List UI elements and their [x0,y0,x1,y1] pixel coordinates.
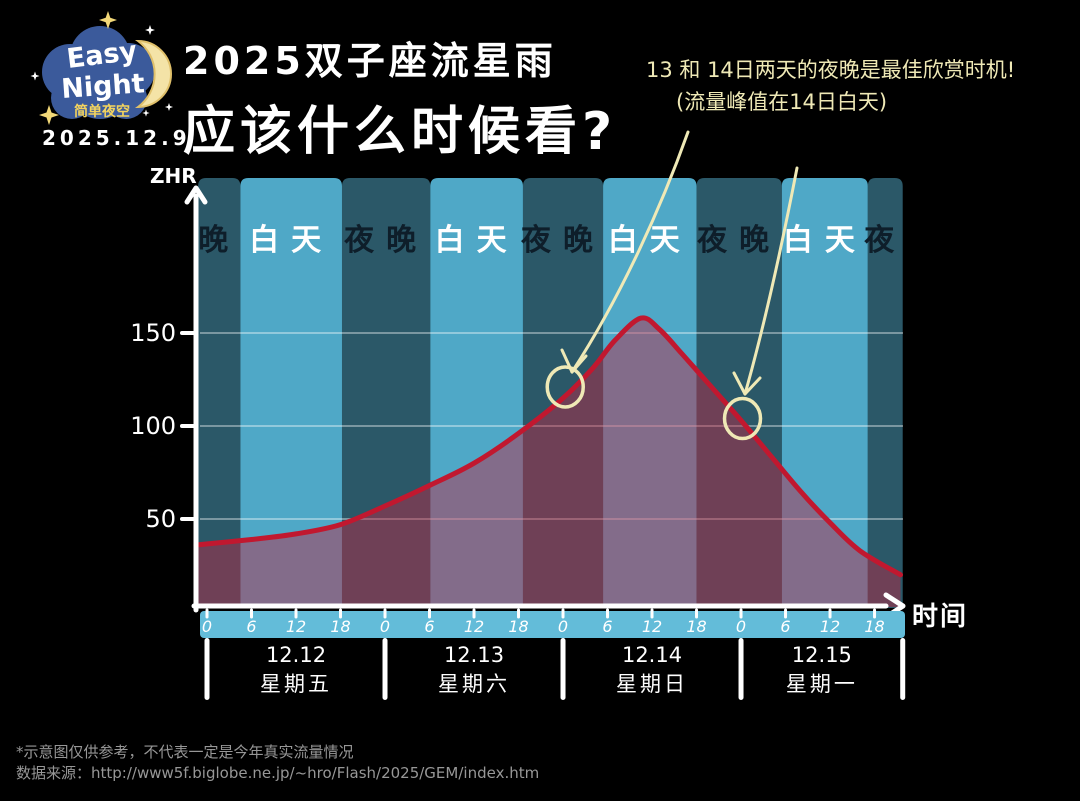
x-tick-label: 6 [780,617,790,636]
footer: *示意图仅供参考，不代表一定是今年真实流量情况 数据来源：http://www5… [16,742,539,784]
poster-date: 2025.12.9 [42,126,191,150]
footer-data-source: 数据来源：http://www5f.biglobe.ne.jp/~hro/Fla… [16,764,540,782]
weekday-label: 星期五 [260,672,332,696]
x-tick-label: 18 [330,617,350,636]
band-label: 夜晚 [343,223,428,258]
x-tick-label: 0 [380,617,390,636]
band-day [781,178,868,608]
x-tick-label: 18 [508,617,528,636]
band-night [867,178,903,608]
band-night [198,178,241,608]
star-icon [164,102,174,112]
star-icon [145,25,155,35]
logo-cloud [42,26,155,119]
x-tick-label: 12 [820,617,840,636]
callout-arrow [570,130,690,374]
band-day [240,178,342,608]
title-block: 2025双子座流星雨 应该什么时候看? [183,30,617,164]
band-night [341,178,431,608]
date-label: 12.15 [792,643,852,667]
zhr-curve [193,315,903,578]
callout-arrowhead [560,348,588,374]
day-divider [900,638,906,700]
highlight-circle [722,396,763,441]
footer-disclaimer: *示意图仅供参考，不代表一定是今年真实流量情况 [16,743,354,761]
band-night [522,178,604,608]
star-icon [30,71,40,81]
day-divider [204,638,210,700]
logo-brand-line2: Night [60,68,145,105]
y-axis-arrow [184,185,208,205]
x-tick-label: 12 [464,617,484,636]
band-label: 夜晚 [520,223,605,258]
y-tick-label: 150 [130,319,176,347]
highlight-circle [545,365,585,409]
logo-brand-subtitle: 简单夜空 [74,103,130,120]
callout-arrowhead [732,371,762,396]
y-axis-label: ZHR [150,164,197,188]
callout-line1: 13 和 14日两天的夜晚是最佳欣赏时机! [646,58,1016,82]
x-tick-label: 0 [736,617,746,636]
band-label: 夜晚 [696,223,781,258]
logo-stars [30,11,174,125]
moon-icon [134,39,172,109]
y-tick-label: 50 [145,505,176,533]
callout-line2: (流量峰值在14日白天) [676,89,888,114]
x-tick-label: 0 [558,617,568,636]
time-strip [200,611,905,638]
best-time-callout: 13 和 14日两天的夜晚是最佳欣赏时机! (流量峰值在14日白天) [646,55,1015,118]
x-tick-label: 6 [424,617,434,636]
callout-arrow [743,166,799,396]
star-icon [142,109,150,117]
band-label: 夜 [863,223,906,258]
title-line2: 应该什么时候看? [183,102,618,162]
band-night [696,178,782,608]
zhr-area-fill [195,317,901,607]
date-label: 12.13 [444,643,504,667]
x-tick-label: 18 [686,617,706,636]
band-label: 晚 [198,223,240,258]
weekday-label: 星期一 [786,672,858,696]
x-tick-label: 6 [602,617,612,636]
date-label: 12.14 [622,643,682,667]
easy-night-logo: Easy Night 简单夜空 [30,11,174,125]
weekday-label: 星期六 [438,672,510,696]
band-label: 白天 [249,223,333,258]
title-line1: 2025双子座流星雨 [183,39,557,83]
band-label: 白天 [435,223,519,258]
star-icon [39,105,59,125]
band-label: 白天 [783,223,867,258]
x-tick-label: 18 [864,617,884,636]
x-axis-label: 时间 [912,602,969,632]
day-divider [560,638,566,700]
x-tick-label: 12 [286,617,306,636]
weekday-label: 星期日 [616,672,688,696]
band-day [603,178,697,608]
day-divider [738,638,744,700]
x-tick-label: 6 [246,617,256,636]
x-tick-label: 0 [202,617,212,636]
band-day [430,178,523,608]
date-label: 12.12 [266,643,326,667]
y-tick-label: 100 [130,412,176,440]
x-tick-label: 12 [642,617,662,636]
star-icon [99,11,117,29]
day-divider [382,638,388,700]
